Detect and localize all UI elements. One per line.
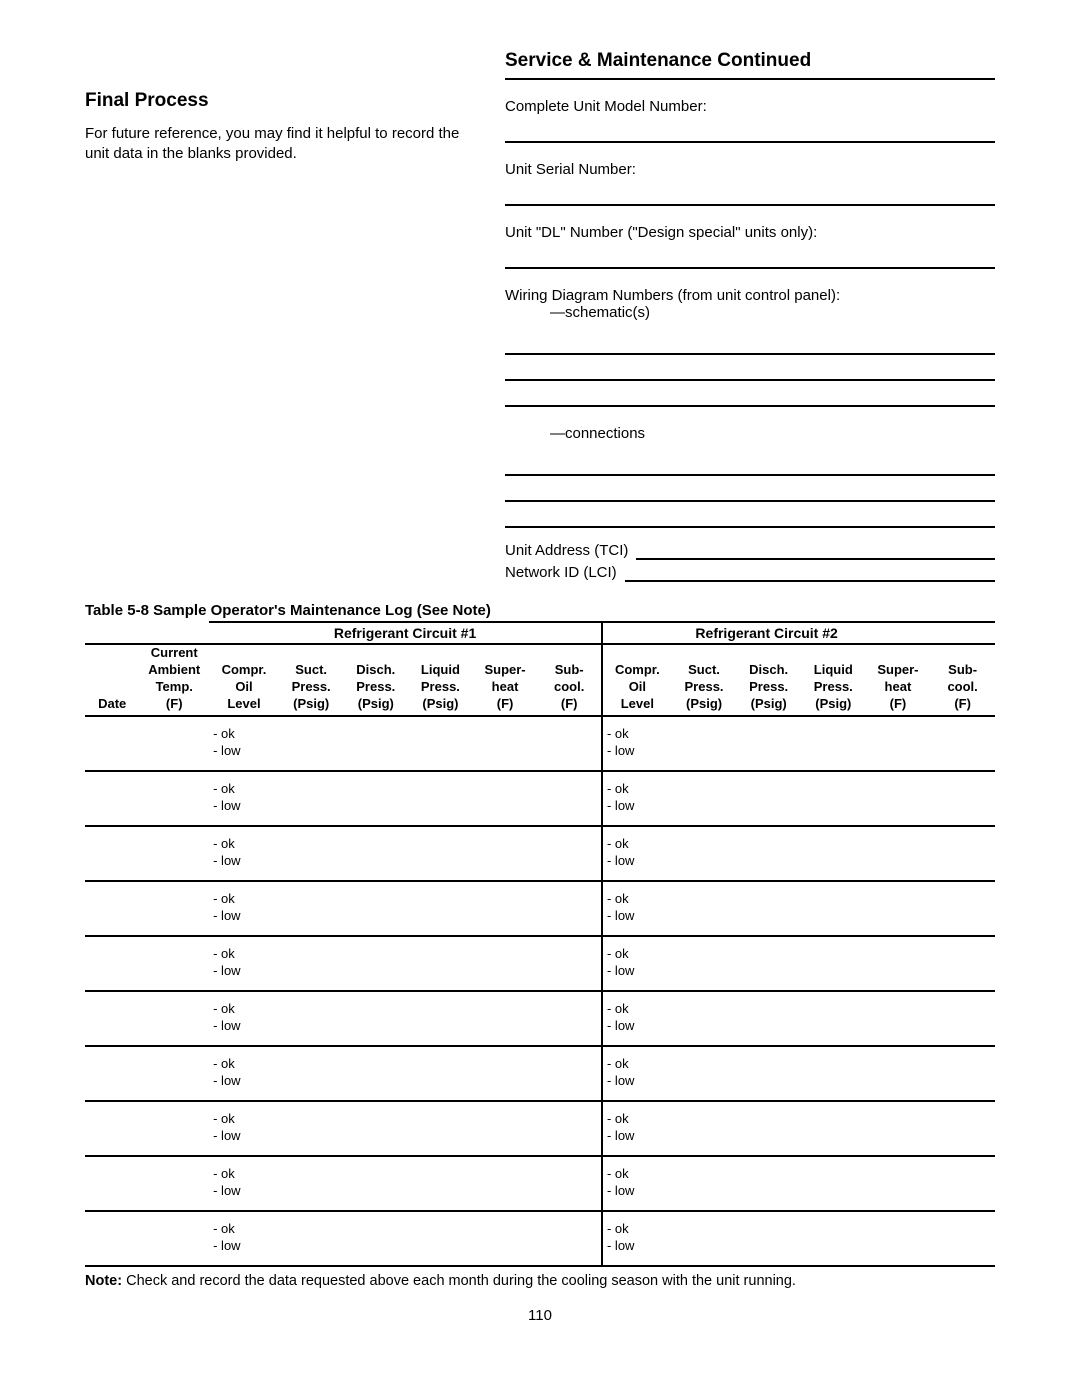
- col-disch2-3: (Psig): [736, 696, 801, 716]
- col-liquid-2: Press.: [408, 679, 473, 696]
- label-schematics: —schematic(s): [505, 304, 995, 321]
- table-row[interactable]: - ok- low - ok- low: [85, 1046, 995, 1101]
- col-super2-1: Super-: [866, 662, 931, 679]
- oil-level-options: - ok- low: [603, 1221, 672, 1255]
- col-sub-2: cool.: [537, 679, 602, 696]
- header-current: Current: [139, 644, 209, 662]
- col-oil-3: Level: [209, 696, 279, 716]
- table-row[interactable]: - ok- low - ok- low: [85, 991, 995, 1046]
- col-disch-2: Press.: [343, 679, 408, 696]
- col-suct-3: (Psig): [279, 696, 344, 716]
- col-sub2-3: (F): [930, 696, 995, 716]
- oil-level-options: - ok- low: [209, 946, 279, 980]
- oil-level-options: - ok- low: [209, 891, 279, 925]
- log-table-body: - ok- low- ok- low- ok- low- ok- low- ok…: [85, 716, 995, 1266]
- oil-level-options: - ok- low: [603, 726, 672, 760]
- col-super-1: Super-: [473, 662, 538, 679]
- note: Note: Check and record the data requeste…: [85, 1273, 995, 1289]
- table-row[interactable]: - ok- low - ok- low: [85, 771, 995, 826]
- col-oil2-3: Level: [602, 696, 672, 716]
- table-row[interactable]: - ok- low - ok- low: [85, 1156, 995, 1211]
- col-oil2-1: Compr.: [602, 662, 672, 679]
- input-line-network-id[interactable]: [625, 568, 995, 582]
- page-title: Service & Maintenance Continued: [505, 50, 995, 80]
- oil-level-options: - ok- low: [603, 836, 672, 870]
- oil-level-options: - ok- low: [603, 1111, 672, 1145]
- col-suct-2: Press.: [279, 679, 344, 696]
- col-disch-1: Disch.: [343, 662, 408, 679]
- col-super2-3: (F): [866, 696, 931, 716]
- col-ambient-1: Ambient: [139, 662, 209, 679]
- col-suct-1: Suct.: [279, 662, 344, 679]
- table-row[interactable]: - ok- low - ok- low: [85, 936, 995, 991]
- intro-text: For future reference, you may find it he…: [85, 124, 475, 163]
- col-liquid2-1: Liquid: [801, 662, 866, 679]
- col-oil-2: Oil: [209, 679, 279, 696]
- col-oil2-2: Oil: [602, 679, 672, 696]
- col-liquid-3: (Psig): [408, 696, 473, 716]
- input-line-serial[interactable]: [505, 178, 995, 206]
- col-suct2-2: Press.: [672, 679, 737, 696]
- table-row[interactable]: - ok- low - ok- low: [85, 1101, 995, 1156]
- col-liquid2-2: Press.: [801, 679, 866, 696]
- col-oil-1: Compr.: [209, 662, 279, 679]
- note-text: Check and record the data requested abov…: [122, 1273, 796, 1289]
- col-liquid2-3: (Psig): [801, 696, 866, 716]
- col-suct2-3: (Psig): [672, 696, 737, 716]
- label-wiring: Wiring Diagram Numbers (from unit contro…: [505, 287, 995, 304]
- label-network-id: Network ID (LCI): [505, 564, 617, 582]
- col-disch2-1: Disch.: [736, 662, 801, 679]
- oil-level-options: - ok- low: [603, 946, 672, 980]
- page-number: 110: [85, 1307, 995, 1324]
- maintenance-log-table: Refrigerant Circuit #1 Refrigerant Circu…: [85, 621, 995, 1267]
- col-suct2-1: Suct.: [672, 662, 737, 679]
- oil-level-options: - ok- low: [209, 726, 279, 760]
- col-sub-3: (F): [537, 696, 602, 716]
- label-dl-number: Unit "DL" Number ("Design special" units…: [505, 224, 995, 241]
- oil-level-options: - ok- low: [603, 1166, 672, 1200]
- table-row[interactable]: - ok- low - ok- low: [85, 1211, 995, 1266]
- col-super-2: heat: [473, 679, 538, 696]
- col-sub-1: Sub-: [537, 662, 602, 679]
- input-line-unit-address[interactable]: [636, 546, 995, 560]
- oil-level-options: - ok- low: [209, 1221, 279, 1255]
- section-title: Final Process: [85, 90, 475, 112]
- oil-level-options: - ok- low: [209, 1001, 279, 1035]
- oil-level-options: - ok- low: [209, 1056, 279, 1090]
- header-circuit-2: Refrigerant Circuit #2: [602, 622, 930, 644]
- col-sub2-1: Sub-: [930, 662, 995, 679]
- oil-level-options: - ok- low: [209, 836, 279, 870]
- col-super2-2: heat: [866, 679, 931, 696]
- header-circuit-1: Refrigerant Circuit #1: [209, 622, 602, 644]
- oil-level-options: - ok- low: [603, 1056, 672, 1090]
- note-label: Note:: [85, 1273, 122, 1289]
- col-date: Date: [85, 696, 139, 716]
- label-model-number: Complete Unit Model Number:: [505, 98, 995, 115]
- col-ambient-3: (F): [139, 696, 209, 716]
- input-line-model[interactable]: [505, 115, 995, 143]
- oil-level-options: - ok- low: [209, 1166, 279, 1200]
- col-disch2-2: Press.: [736, 679, 801, 696]
- col-super-3: (F): [473, 696, 538, 716]
- oil-level-options: - ok- low: [209, 1111, 279, 1145]
- col-disch-3: (Psig): [343, 696, 408, 716]
- table-row[interactable]: - ok- low - ok- low: [85, 826, 995, 881]
- table-title: Table 5-8 Sample Operator's Maintenance …: [85, 602, 995, 619]
- oil-level-options: - ok- low: [603, 891, 672, 925]
- label-serial-number: Unit Serial Number:: [505, 161, 995, 178]
- label-unit-address: Unit Address (TCI): [505, 542, 628, 560]
- col-liquid-1: Liquid: [408, 662, 473, 679]
- col-ambient-2: Temp.: [139, 679, 209, 696]
- input-lines-connections[interactable]: [505, 450, 995, 528]
- table-row[interactable]: - ok- low - ok- low: [85, 881, 995, 936]
- oil-level-options: - ok- low: [209, 781, 279, 815]
- table-row[interactable]: - ok- low - ok- low: [85, 716, 995, 771]
- oil-level-options: - ok- low: [603, 781, 672, 815]
- col-sub2-2: cool.: [930, 679, 995, 696]
- input-lines-schematics[interactable]: [505, 329, 995, 407]
- oil-level-options: - ok- low: [603, 1001, 672, 1035]
- input-line-dl[interactable]: [505, 241, 995, 269]
- label-connections: —connections: [505, 425, 995, 442]
